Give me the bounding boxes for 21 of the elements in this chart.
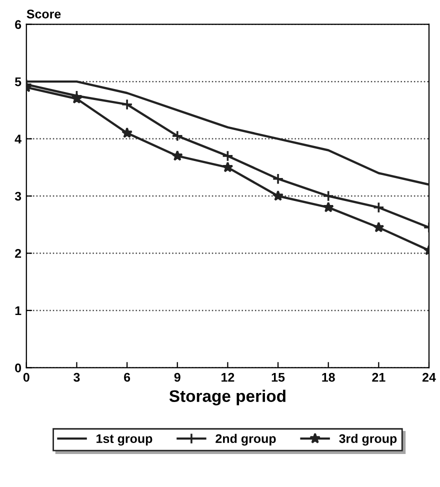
x-tick-label: 6 [124, 372, 130, 382]
x-tick-label: 15 [272, 373, 285, 382]
x-axis-title: Storage period [169, 390, 286, 406]
y-tick-label: 3 [14, 192, 22, 201]
x-tick-label: 24 [422, 372, 436, 382]
y-tick-label: 4 [14, 134, 22, 144]
y-tick-label: 0 [15, 363, 22, 372]
x-tick-label: 12 [222, 372, 234, 382]
legend-label: 1st group [96, 434, 152, 446]
y-tick-label: 5 [14, 78, 22, 86]
x-tick-label: 18 [322, 372, 335, 382]
y-tick-label: 6 [15, 20, 22, 29]
y-tick-label: 2 [15, 249, 22, 258]
y-tick-label: 1 [15, 306, 22, 315]
x-tick-label: 21 [372, 372, 386, 382]
y-axis-title: Score [26, 10, 61, 18]
legend-label: 2nd group [216, 434, 276, 446]
legend-label: 3rd group [339, 434, 397, 446]
x-tick-label: 3 [74, 372, 80, 382]
x-tick-label: 9 [174, 372, 180, 382]
x-tick-label: 0 [23, 372, 30, 382]
